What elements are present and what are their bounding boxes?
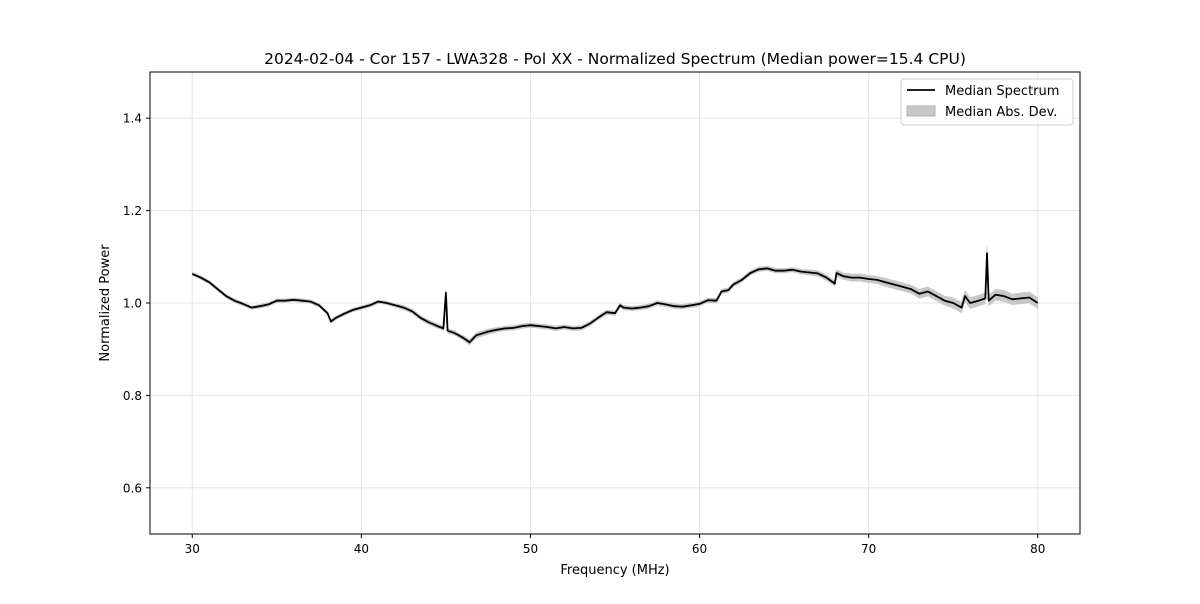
mad-band (192, 245, 1038, 346)
y-axis-ticks: 0.6 0.8 1.0 1.2 1.4 (123, 112, 150, 495)
legend-band-swatch (906, 105, 936, 117)
y-axis-label: Normalized Power (98, 244, 113, 362)
y-tick-label: 1.2 (123, 204, 142, 218)
y-tick-label: 1.0 (123, 297, 142, 311)
y-tick-label: 0.8 (123, 389, 142, 403)
y-tick-label: 1.4 (123, 112, 142, 126)
legend: Median Spectrum Median Abs. Dev. (900, 78, 1074, 126)
x-tick-label: 70 (861, 542, 876, 556)
x-tick-label: 80 (1030, 542, 1045, 556)
x-tick-label: 50 (523, 542, 538, 556)
legend-frame (900, 78, 1074, 126)
chart-title: 2024-02-04 - Cor 157 - LWA328 - Pol XX -… (264, 50, 966, 68)
x-axis-label: Frequency (MHz) (560, 563, 669, 578)
median-spectrum-line (191, 252, 1039, 344)
mad-band-group (192, 245, 1038, 346)
legend-label-mad: Median Abs. Dev. (945, 105, 1057, 120)
x-tick-label: 40 (354, 542, 369, 556)
y-tick-label: 0.6 (123, 481, 142, 495)
median-line-group (191, 252, 1039, 344)
legend-label-median: Median Spectrum (945, 84, 1059, 99)
x-axis-ticks: 30 40 50 60 70 80 (185, 534, 1045, 556)
x-tick-label: 30 (185, 542, 200, 556)
x-tick-label: 60 (692, 542, 707, 556)
